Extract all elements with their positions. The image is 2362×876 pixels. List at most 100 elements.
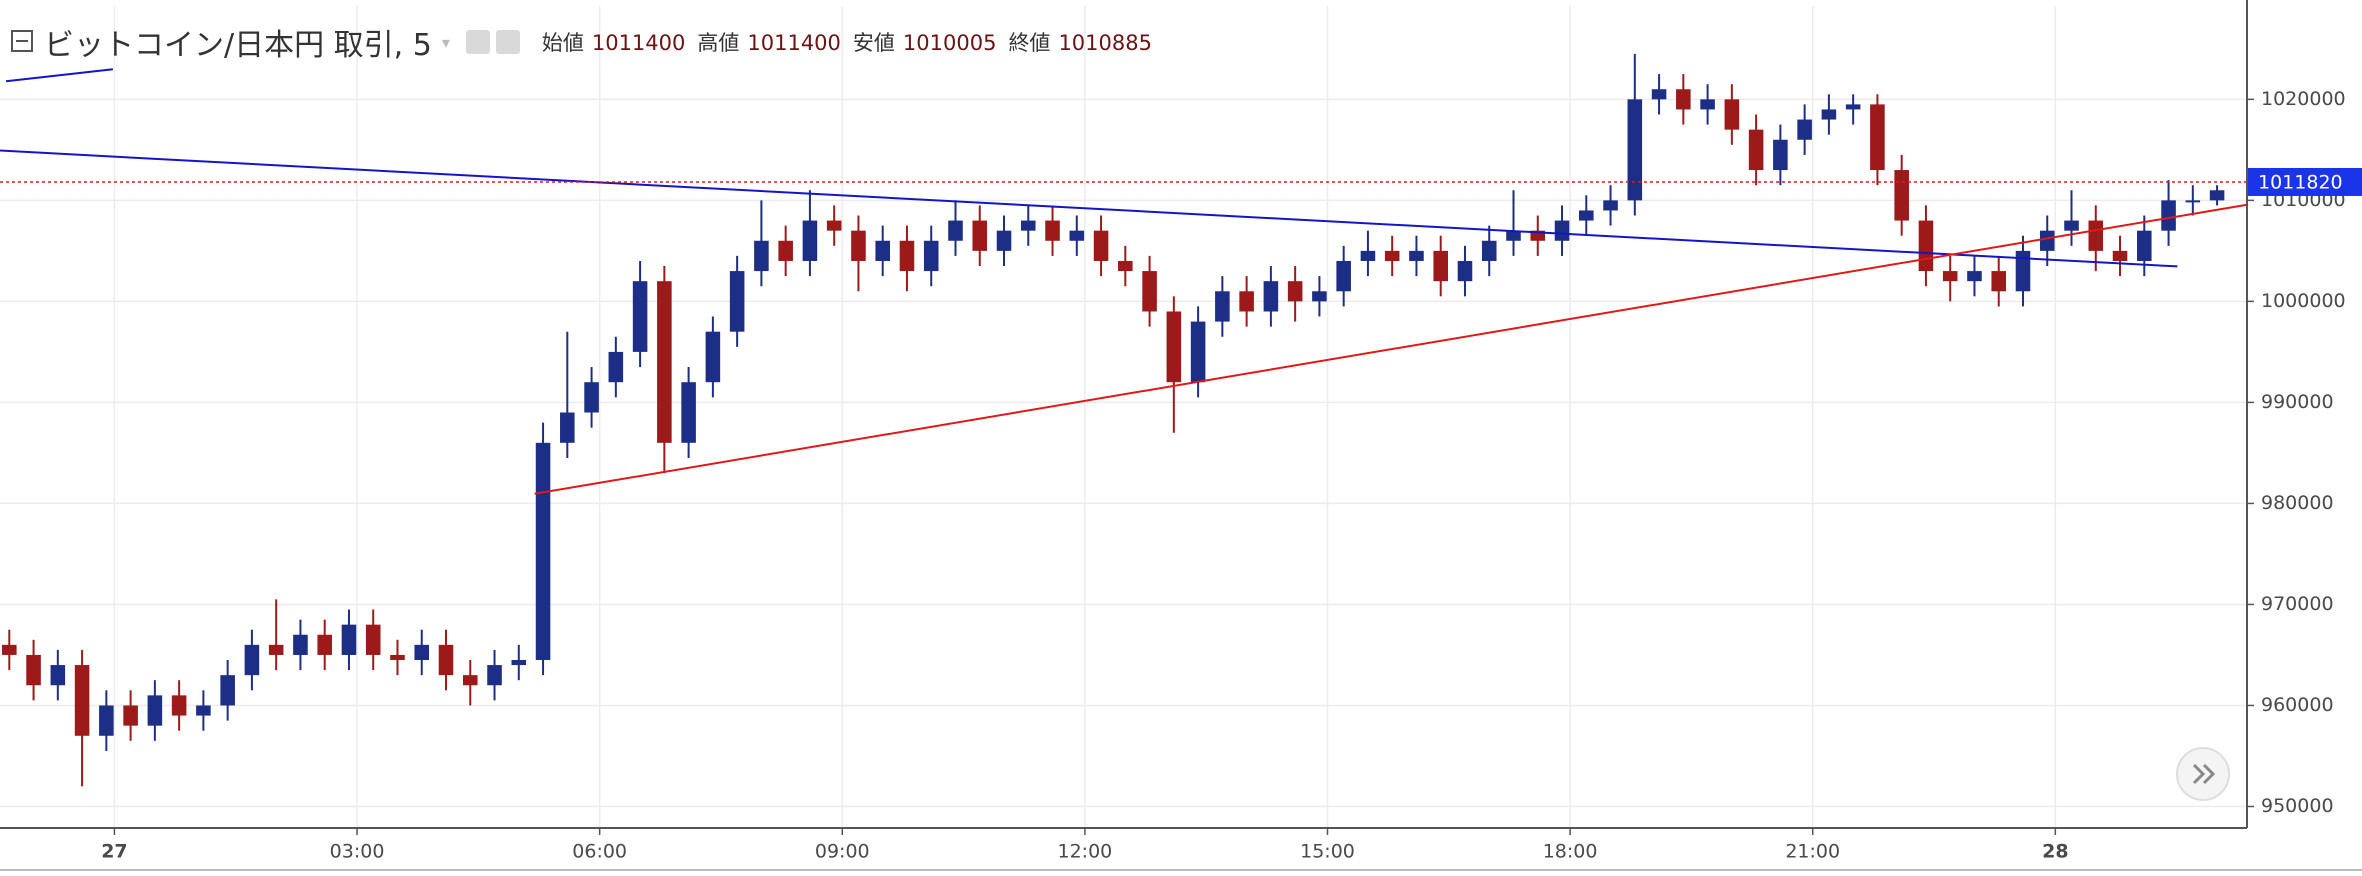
- candle-body: [1433, 250, 1448, 282]
- candle-body: [268, 644, 284, 655]
- visibility-icon[interactable]: [465, 30, 490, 54]
- candle-body: [1481, 240, 1497, 261]
- y-tick-label: 1020000: [2261, 88, 2346, 110]
- candle-body: [1967, 271, 1982, 282]
- candle-body: [1166, 311, 1182, 383]
- candle-body: [1700, 99, 1715, 110]
- candle-body: [608, 351, 624, 383]
- candle-body: [1215, 291, 1230, 322]
- candle-body: [1773, 139, 1788, 171]
- candle-body: [1384, 250, 1400, 261]
- candle-body: [1894, 170, 1909, 221]
- x-tick-label: 03:00: [330, 841, 385, 863]
- candle-body: [778, 240, 793, 261]
- candle-body: [123, 705, 138, 726]
- ohlc-values: 始値 1011400 高値 1011400 安値 1010005 終値 1010885: [530, 27, 1152, 57]
- candle-body: [147, 695, 163, 726]
- header: ビットコイン/日本円 取引, 5 ▾ 始値 1011400 高値 1011400 安値 1…: [10, 20, 1152, 64]
- ohlc-label: 始値: [541, 31, 584, 55]
- candle-body: [1579, 210, 1594, 221]
- ohlc-label: 高値: [697, 31, 740, 55]
- candle-body: [1336, 260, 1351, 292]
- candle-body: [1627, 99, 1643, 201]
- ohlc-value: 1011400: [747, 31, 841, 55]
- candle-body: [1942, 271, 1958, 282]
- candle-body: [293, 634, 308, 655]
- candle-body: [1845, 104, 1861, 110]
- candle-body: [2039, 230, 2055, 251]
- candle-body: [317, 634, 332, 655]
- candle-body: [657, 281, 672, 443]
- candle-body: [2015, 250, 2031, 292]
- y-tick-label: 960000: [2261, 694, 2334, 716]
- candle-body: [1676, 89, 1691, 110]
- candle-body: [1554, 220, 1570, 241]
- ohlc-label: 安値: [852, 31, 895, 55]
- candle-body: [1603, 200, 1618, 211]
- candle-body: [1190, 321, 1206, 383]
- candle-body: [2112, 250, 2128, 261]
- candle-body: [2064, 220, 2079, 231]
- ohlc-value: 1010885: [1058, 31, 1152, 55]
- candle-body: [560, 412, 575, 443]
- y-tick-label: 990000: [2261, 391, 2334, 413]
- y-tick-label: 950000: [2261, 795, 2334, 817]
- settings-icon[interactable]: [495, 30, 520, 54]
- candle-body: [1506, 230, 1521, 241]
- trend-line: [5, 68, 114, 83]
- candle-body: [584, 382, 599, 413]
- candle-body: [1457, 260, 1473, 282]
- candle-body: [1748, 129, 1764, 171]
- candle-body: [2185, 200, 2201, 203]
- candle-body: [996, 230, 1012, 251]
- trend-line: [534, 203, 2248, 495]
- candle-body: [74, 665, 90, 736]
- candle-body: [875, 240, 890, 261]
- trend-line: [0, 149, 2178, 268]
- plot-background: [0, 6, 2247, 828]
- y-tick-label: 970000: [2261, 593, 2334, 615]
- candle-body: [802, 220, 818, 261]
- candle-body: [414, 644, 430, 661]
- candle-body: [705, 331, 721, 383]
- candle-body: [1797, 119, 1812, 140]
- candle-body: [2161, 200, 2176, 231]
- candle-body: [923, 240, 939, 272]
- candle-body: [2088, 220, 2104, 251]
- candle-body: [1093, 230, 1109, 261]
- candle-body: [50, 665, 66, 686]
- candle-body: [754, 240, 769, 272]
- candle-body: [948, 220, 963, 241]
- candle-body: [1991, 271, 2007, 292]
- candle-body: [196, 705, 211, 716]
- candle-body: [1821, 109, 1837, 120]
- candle-body: [729, 271, 745, 332]
- candle-body: [1870, 104, 1885, 171]
- x-tick-label: 15:00: [1300, 841, 1355, 863]
- dropdown-arrow[interactable]: ▾: [441, 32, 450, 52]
- candle-body: [487, 665, 502, 686]
- last-price-label: 1011820: [2258, 171, 2343, 193]
- candle-body: [1239, 291, 1254, 312]
- symbol-title: ビットコイン/日本円 取引, 5: [44, 28, 432, 63]
- candle-body: [1724, 99, 1740, 130]
- last-price-box: [2248, 167, 2362, 196]
- x-tick-label: 18:00: [1543, 841, 1598, 863]
- scroll-button-icon: [2192, 763, 2216, 785]
- candle-body: [1020, 220, 1036, 231]
- x-tick-label: 28: [2042, 841, 2068, 863]
- candle-body: [1651, 89, 1667, 100]
- y-tick-label: 980000: [2261, 492, 2334, 514]
- collapse-icon[interactable]: [10, 29, 36, 55]
- x-tick-label: 21:00: [1785, 841, 1840, 863]
- candle-body: [511, 660, 527, 666]
- candle-body: [1263, 281, 1279, 312]
- x-tick-label: 27: [101, 841, 127, 863]
- y-tick-label: 1000000: [2261, 290, 2346, 312]
- ohlc-label: 終値: [1008, 31, 1051, 55]
- candle-body: [1287, 281, 1303, 302]
- candle-body: [99, 705, 114, 736]
- candle-body: [1069, 230, 1085, 241]
- scroll-button[interactable]: [2176, 747, 2230, 801]
